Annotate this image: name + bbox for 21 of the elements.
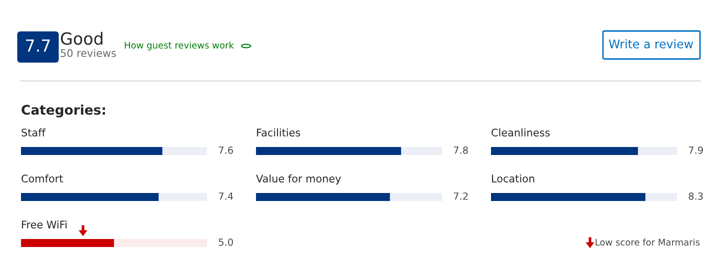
data-label: 7.2 (454, 192, 468, 200)
text: Low score for Marmaris (596, 238, 700, 246)
category-label: Location (492, 174, 534, 182)
data-label: 7.8 (454, 146, 468, 154)
category-label: Staff (22, 128, 46, 136)
text: 7.7 (26, 39, 50, 52)
category-label: Comfort (22, 174, 63, 182)
category-label: Free WiFi (22, 220, 67, 228)
data-label: 5.0 (218, 238, 233, 246)
text: Good (60, 32, 102, 45)
text: Categories: (22, 104, 105, 118)
data-label: 7.4 (218, 192, 234, 200)
data-label: 8.3 (688, 192, 703, 200)
text: Write a review (608, 39, 693, 48)
data-label: 7.6 (218, 146, 233, 154)
data-label: 7.9 (688, 146, 703, 154)
text: 50 reviews (60, 48, 116, 58)
category-label: Value for money (256, 174, 341, 184)
text: How guest reviews work (124, 42, 234, 50)
category-label: Cleanliness (492, 128, 550, 136)
category-label: Facilities (257, 128, 300, 136)
